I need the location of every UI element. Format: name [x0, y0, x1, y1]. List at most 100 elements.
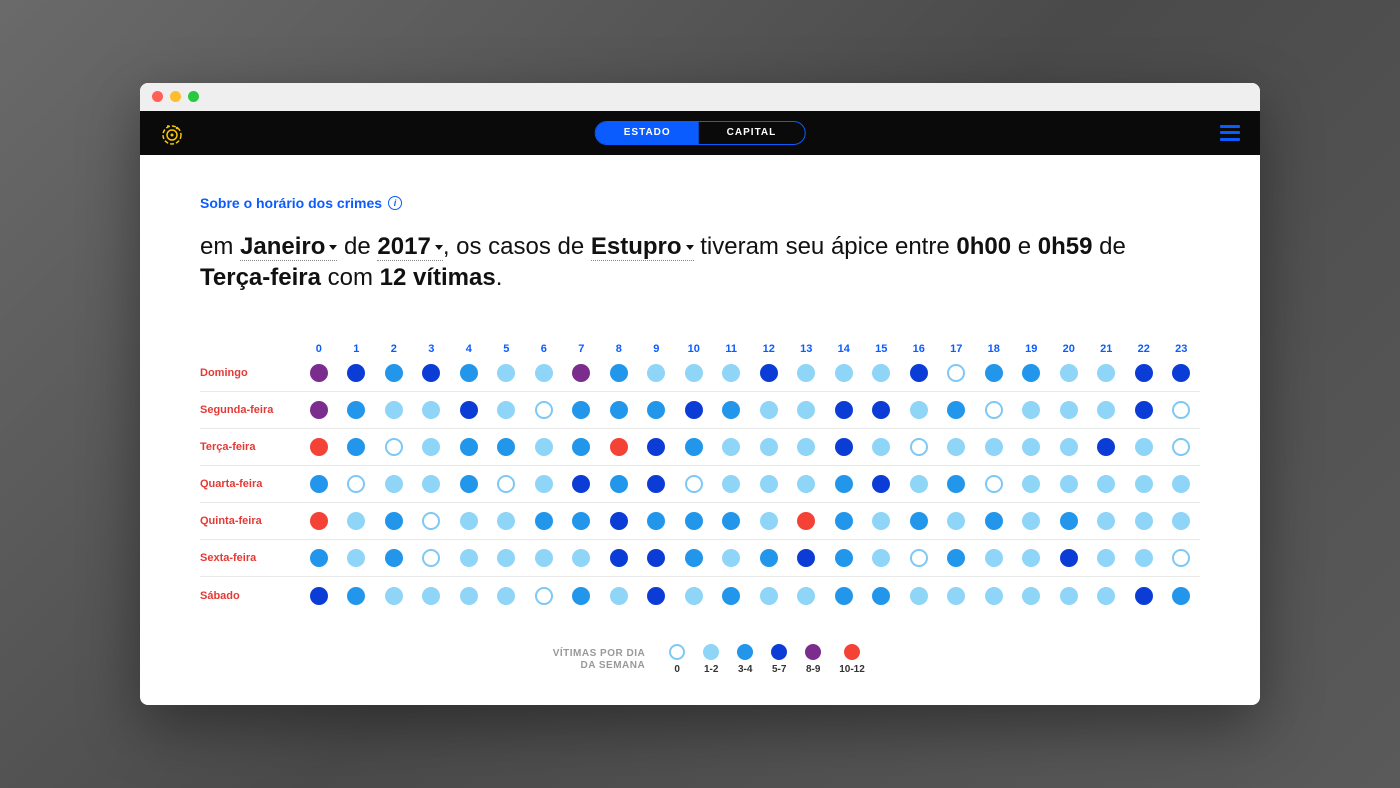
dot-cell[interactable] — [525, 549, 563, 567]
dot-cell[interactable] — [938, 475, 976, 493]
close-icon[interactable] — [152, 91, 163, 102]
dot-cell[interactable] — [488, 512, 526, 530]
dot-cell[interactable] — [1050, 549, 1088, 567]
dot-cell[interactable] — [1013, 549, 1051, 567]
dot-cell[interactable] — [675, 475, 713, 493]
dot-cell[interactable] — [638, 364, 676, 382]
dot-cell[interactable] — [450, 364, 488, 382]
dot-cell[interactable] — [638, 549, 676, 567]
dot-cell[interactable] — [1088, 549, 1126, 567]
dot-cell[interactable] — [1125, 401, 1163, 419]
dot-cell[interactable] — [563, 549, 601, 567]
dot-cell[interactable] — [338, 401, 376, 419]
dot-cell[interactable] — [638, 438, 676, 456]
dot-cell[interactable] — [375, 512, 413, 530]
dot-cell[interactable] — [300, 512, 338, 530]
dot-cell[interactable] — [1125, 364, 1163, 382]
dot-cell[interactable] — [788, 401, 826, 419]
dot-cell[interactable] — [375, 438, 413, 456]
dot-cell[interactable] — [375, 587, 413, 605]
dot-cell[interactable] — [300, 549, 338, 567]
dot-cell[interactable] — [413, 512, 451, 530]
dot-cell[interactable] — [300, 364, 338, 382]
dot-cell[interactable] — [600, 364, 638, 382]
dot-cell[interactable] — [900, 401, 938, 419]
dot-cell[interactable] — [713, 587, 751, 605]
dot-cell[interactable] — [863, 587, 901, 605]
dot-cell[interactable] — [1013, 364, 1051, 382]
dot-cell[interactable] — [938, 401, 976, 419]
dot-cell[interactable] — [938, 438, 976, 456]
dot-cell[interactable] — [525, 364, 563, 382]
dot-cell[interactable] — [1125, 512, 1163, 530]
dot-cell[interactable] — [975, 512, 1013, 530]
dot-cell[interactable] — [675, 512, 713, 530]
dot-cell[interactable] — [563, 587, 601, 605]
dot-cell[interactable] — [863, 438, 901, 456]
dot-cell[interactable] — [900, 475, 938, 493]
dot-cell[interactable] — [900, 512, 938, 530]
toggle-estado[interactable]: ESTADO — [596, 122, 699, 144]
dot-cell[interactable] — [338, 364, 376, 382]
dot-cell[interactable] — [1163, 512, 1201, 530]
dot-cell[interactable] — [1088, 587, 1126, 605]
dot-cell[interactable] — [938, 364, 976, 382]
dot-cell[interactable] — [825, 364, 863, 382]
dot-cell[interactable] — [375, 549, 413, 567]
dot-cell[interactable] — [638, 587, 676, 605]
crime-dropdown[interactable]: Estupro — [591, 233, 694, 261]
dot-cell[interactable] — [450, 549, 488, 567]
dot-cell[interactable] — [1163, 401, 1201, 419]
dot-cell[interactable] — [863, 364, 901, 382]
dot-cell[interactable] — [675, 587, 713, 605]
dot-cell[interactable] — [300, 587, 338, 605]
dot-cell[interactable] — [863, 401, 901, 419]
dot-cell[interactable] — [488, 401, 526, 419]
dot-cell[interactable] — [338, 512, 376, 530]
dot-cell[interactable] — [450, 587, 488, 605]
dot-cell[interactable] — [338, 475, 376, 493]
dot-cell[interactable] — [525, 587, 563, 605]
dot-cell[interactable] — [900, 364, 938, 382]
dot-cell[interactable] — [525, 475, 563, 493]
dot-cell[interactable] — [1050, 475, 1088, 493]
dot-cell[interactable] — [488, 587, 526, 605]
dot-cell[interactable] — [788, 475, 826, 493]
dot-cell[interactable] — [713, 401, 751, 419]
dot-cell[interactable] — [600, 587, 638, 605]
toggle-capital[interactable]: CAPITAL — [699, 122, 805, 144]
dot-cell[interactable] — [638, 401, 676, 419]
dot-cell[interactable] — [1125, 438, 1163, 456]
dot-cell[interactable] — [338, 549, 376, 567]
month-dropdown[interactable]: Janeiro — [240, 233, 337, 261]
dot-cell[interactable] — [600, 401, 638, 419]
dot-cell[interactable] — [563, 401, 601, 419]
dot-cell[interactable] — [900, 438, 938, 456]
dot-cell[interactable] — [750, 438, 788, 456]
dot-cell[interactable] — [713, 364, 751, 382]
dot-cell[interactable] — [938, 587, 976, 605]
dot-cell[interactable] — [825, 512, 863, 530]
dot-cell[interactable] — [975, 438, 1013, 456]
dot-cell[interactable] — [600, 549, 638, 567]
dot-cell[interactable] — [300, 438, 338, 456]
dot-cell[interactable] — [788, 549, 826, 567]
dot-cell[interactable] — [1013, 587, 1051, 605]
dot-cell[interactable] — [488, 438, 526, 456]
menu-icon[interactable] — [1220, 125, 1240, 141]
dot-cell[interactable] — [525, 438, 563, 456]
dot-cell[interactable] — [675, 438, 713, 456]
dot-cell[interactable] — [1125, 587, 1163, 605]
dot-cell[interactable] — [1163, 438, 1201, 456]
dot-cell[interactable] — [300, 401, 338, 419]
dot-cell[interactable] — [675, 364, 713, 382]
dot-cell[interactable] — [1013, 401, 1051, 419]
about-link[interactable]: Sobre o horário dos crimes i — [200, 195, 402, 211]
dot-cell[interactable] — [375, 401, 413, 419]
dot-cell[interactable] — [750, 401, 788, 419]
dot-cell[interactable] — [563, 512, 601, 530]
dot-cell[interactable] — [1050, 587, 1088, 605]
dot-cell[interactable] — [1013, 475, 1051, 493]
dot-cell[interactable] — [863, 512, 901, 530]
dot-cell[interactable] — [375, 364, 413, 382]
